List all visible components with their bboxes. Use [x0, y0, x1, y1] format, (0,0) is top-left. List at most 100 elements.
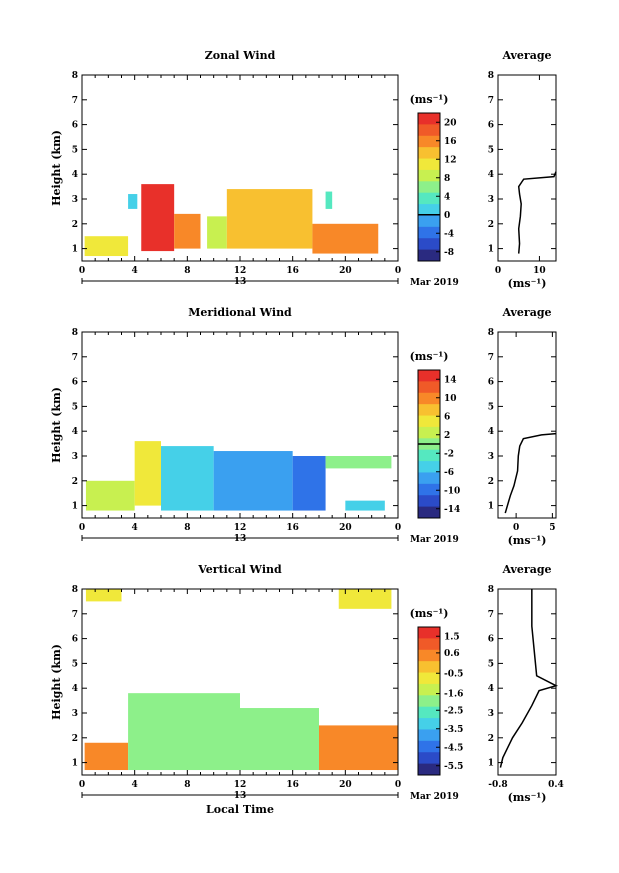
colorbar-segment	[418, 506, 440, 519]
x-tick-label: -0.8	[488, 780, 507, 790]
average-profile-line	[504, 432, 557, 514]
plot-frame	[497, 331, 557, 519]
colorbar-unit: (ms⁻¹)	[410, 350, 449, 363]
y-tick-label: 3	[72, 195, 78, 205]
chart-title: Average	[501, 306, 551, 319]
colorbar-segment	[418, 472, 440, 485]
y-tick-label: 1	[488, 759, 494, 769]
colorbar-segment	[418, 226, 440, 239]
x-tick-label: 0	[395, 780, 401, 790]
y-tick-label: 5	[488, 659, 494, 669]
colorbar-tick-label: -4.5	[444, 743, 463, 753]
colorbar-unit: (ms⁻¹)	[410, 607, 449, 620]
x-tick-label: 8	[184, 780, 190, 790]
y-tick-label: 4	[72, 684, 78, 694]
colorbar-tick-label: -14	[444, 505, 460, 515]
colorbar-segment	[418, 238, 440, 251]
heatmap-cell	[240, 708, 319, 771]
chart-title: Vertical Wind	[197, 563, 282, 576]
colorbar-segment	[418, 215, 440, 228]
colorbar-segment	[418, 661, 440, 674]
y-tick-label: 6	[72, 121, 78, 131]
colorbar-segment	[418, 752, 440, 765]
y-tick-label: 2	[72, 734, 78, 744]
x-tick-label: 0	[513, 523, 519, 533]
y-tick-label: 6	[488, 635, 494, 645]
colorbar-tick-label: -2	[444, 449, 454, 459]
heatmap-cell	[84, 742, 129, 771]
y-tick-label: 8	[488, 71, 494, 81]
colorbar-segment	[418, 649, 440, 662]
date-month-label: Mar 2019	[410, 278, 459, 288]
x-tick-label: 16	[286, 780, 299, 790]
heatmap-cell	[85, 480, 135, 511]
heatmap-cell	[213, 451, 293, 511]
y-tick-label: 4	[488, 427, 494, 437]
y-tick-label: 1	[488, 502, 494, 512]
colorbar-segment	[418, 192, 440, 205]
x-tick-label: 12	[234, 780, 247, 790]
x-axis-label: (ms⁻¹)	[508, 277, 547, 290]
x-tick-label: 0	[79, 523, 85, 533]
y-tick-label: 1	[72, 245, 78, 255]
colorbar-tick-label: 16	[444, 137, 457, 147]
x-axis-label: Local Time	[206, 803, 274, 816]
colorbar-segment	[418, 672, 440, 685]
x-tick-label: 8	[184, 523, 190, 533]
colorbar-tick-label: -10	[444, 486, 460, 496]
y-axis-label: Height (km)	[50, 130, 63, 206]
y-tick-label: 7	[488, 96, 494, 106]
colorbar-tick-label: 1.5	[444, 632, 460, 642]
x-axis-label: (ms⁻¹)	[508, 534, 547, 547]
colorbar-segment	[418, 158, 440, 171]
x-tick-label: 20	[339, 780, 352, 790]
y-tick-label: 2	[72, 220, 78, 230]
colorbar-tick-label: 12	[444, 155, 457, 165]
plot-frame	[497, 588, 557, 776]
x-tick-label: 20	[339, 266, 352, 276]
y-tick-label: 8	[72, 328, 78, 338]
chart-title: Average	[501, 49, 551, 62]
date-month-label: Mar 2019	[410, 792, 459, 802]
y-tick-label: 1	[72, 759, 78, 769]
y-tick-label: 8	[72, 71, 78, 81]
colorbar-segment	[418, 683, 440, 696]
colorbar-frame	[417, 626, 441, 776]
y-tick-label: 6	[72, 635, 78, 645]
y-tick-label: 7	[488, 353, 494, 363]
x-tick-label: 0.4	[548, 780, 564, 790]
colorbar-segment	[418, 426, 440, 439]
colorbar-segment	[418, 113, 440, 125]
y-tick-label: 7	[72, 96, 78, 106]
colorbar-segment	[418, 404, 440, 417]
colorbar-segment	[418, 415, 440, 428]
colorbar-tick-label: 20	[444, 118, 457, 128]
heatmap-cell	[325, 456, 392, 469]
colorbar-segment	[418, 124, 440, 137]
x-tick-label: 12	[234, 266, 247, 276]
colorbar-tick-label: -0.5	[444, 669, 463, 679]
x-tick-label: 16	[286, 266, 299, 276]
date-month-label: Mar 2019	[410, 535, 459, 545]
colorbar-frame	[417, 112, 441, 262]
colorbar-segment	[418, 729, 440, 742]
colorbar-segment	[418, 495, 440, 508]
y-tick-label: 2	[488, 220, 494, 230]
y-tick-label: 5	[72, 402, 78, 412]
x-tick-label: 4	[132, 780, 138, 790]
colorbar-segment	[418, 204, 440, 216]
heatmap-cell	[161, 446, 214, 511]
colorbar-tick-label: -5.5	[444, 762, 463, 772]
colorbar-segment	[418, 370, 440, 382]
colorbar-segment	[418, 461, 440, 473]
date-day-label: 13	[234, 534, 247, 544]
colorbar-segment	[418, 718, 440, 730]
colorbar-segment	[418, 381, 440, 394]
colorbar-segment	[418, 169, 440, 182]
chart-title: Meridional Wind	[188, 306, 292, 319]
colorbar-segment	[418, 740, 440, 753]
y-tick-label: 8	[488, 585, 494, 595]
colorbar-tick-label: 0	[444, 211, 450, 221]
y-tick-label: 8	[488, 328, 494, 338]
